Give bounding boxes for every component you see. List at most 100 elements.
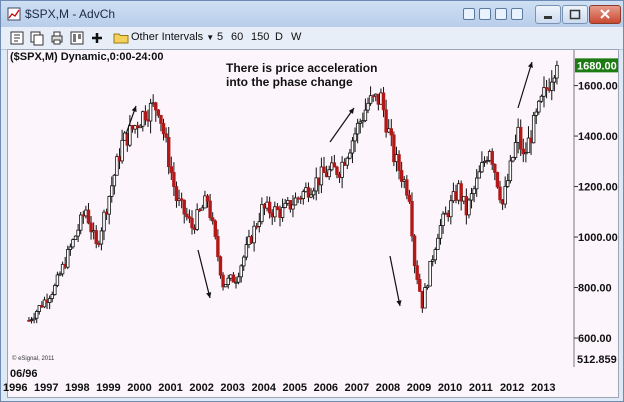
- candle-body: [467, 199, 471, 216]
- candle-body: [252, 225, 256, 244]
- candle-body: [267, 201, 272, 214]
- last-price-badge: [575, 58, 618, 73]
- candle-body: [526, 137, 531, 154]
- candle-body: [73, 235, 78, 241]
- template-icon[interactable]: [69, 30, 85, 46]
- print-icon[interactable]: [49, 30, 65, 46]
- close-icon: [600, 9, 610, 19]
- candle-body: [539, 95, 544, 102]
- x-tick-label: 2000: [127, 382, 152, 394]
- candle-body: [58, 273, 62, 276]
- bottom-price-label: 512.859: [577, 354, 617, 366]
- candle-body: [327, 169, 331, 178]
- x-tick-label: 1999: [96, 382, 121, 394]
- candle-body: [322, 166, 326, 173]
- candle-body: [345, 157, 349, 166]
- candle-body: [480, 162, 484, 173]
- candle-body: [60, 263, 65, 275]
- interval-button-150[interactable]: 150: [251, 31, 270, 43]
- info-icon[interactable]: [511, 8, 523, 20]
- candle-body: [71, 239, 75, 248]
- candle-body: [234, 281, 238, 284]
- x-tick-label: 1996: [3, 382, 28, 394]
- interval-button-60[interactable]: 60: [231, 31, 244, 43]
- arrow-up-2013-head: [527, 62, 533, 68]
- candle-body: [544, 87, 549, 90]
- y-tick-label: 600.00: [578, 333, 612, 345]
- plus-icon[interactable]: [89, 30, 105, 46]
- candle-body: [203, 195, 207, 209]
- folder-icon[interactable]: [113, 30, 129, 46]
- candle-body: [244, 244, 249, 258]
- candle-body: [35, 311, 39, 319]
- candle-body: [384, 109, 388, 133]
- candle-body: [472, 188, 476, 195]
- candle-body: [368, 95, 373, 104]
- candle-body: [311, 190, 316, 196]
- title-bar[interactable]: $SPX,M - AdvCh: [1, 1, 623, 27]
- candle-body: [239, 265, 243, 278]
- candle-body: [231, 274, 236, 283]
- candle-body: [115, 156, 119, 176]
- candle-body: [542, 87, 546, 97]
- candle-body: [423, 287, 427, 309]
- candle-body: [182, 199, 186, 215]
- candle-body: [531, 115, 536, 144]
- close-button[interactable]: [589, 5, 621, 24]
- candle-body: [389, 128, 393, 136]
- candle-body: [275, 206, 280, 210]
- candle-body: [410, 200, 414, 237]
- candle-body: [306, 187, 311, 198]
- x-tick-label: 2002: [189, 382, 214, 394]
- candle-body: [363, 109, 368, 122]
- candle-body: [524, 152, 528, 155]
- chart-properties-icon[interactable]: [9, 30, 25, 46]
- candle-body: [407, 194, 412, 202]
- candle-body: [438, 225, 443, 239]
- link-icon[interactable]: [479, 8, 491, 20]
- candle-body: [221, 274, 225, 288]
- copy-icon[interactable]: [29, 30, 45, 46]
- candle-body: [340, 161, 344, 178]
- y-tick-label: 800.00: [578, 283, 612, 295]
- other-intervals-dropdown[interactable]: Other Intervals ▼: [131, 31, 214, 43]
- annotation-line-1: There is price acceleration: [226, 61, 378, 75]
- candle-body: [358, 121, 362, 124]
- maximize-button[interactable]: [562, 5, 588, 24]
- x-tick-label: 2012: [499, 382, 525, 394]
- x-tick-label: 2008: [375, 382, 401, 394]
- x-tick-label: 2007: [344, 382, 370, 394]
- minimize-button[interactable]: [535, 5, 561, 24]
- candle-body: [550, 81, 554, 91]
- bottom-price-box: [575, 352, 618, 366]
- window-title: $SPX,M - AdvCh: [25, 7, 116, 21]
- candle-body: [431, 259, 435, 262]
- interval-button-5[interactable]: 5: [217, 31, 224, 43]
- candle-body: [534, 111, 538, 116]
- chart-title: ($SPX,M) Dynamic,0:00-24:00: [10, 51, 164, 63]
- candle-body: [366, 102, 370, 111]
- candle-body: [555, 64, 559, 79]
- candle-body: [216, 236, 220, 258]
- candle-body: [291, 204, 295, 210]
- candle-body: [415, 265, 419, 280]
- candle-body: [159, 114, 163, 124]
- candle-body: [485, 160, 489, 162]
- candle-body: [86, 209, 91, 224]
- candle-body: [226, 277, 230, 285]
- candle-body: [200, 207, 205, 211]
- y-tick-label: 1200.00: [578, 182, 618, 194]
- interval-button-w[interactable]: W: [291, 31, 302, 43]
- x-tick-label: 2006: [313, 382, 339, 394]
- x-tick-label: 2001: [158, 382, 183, 394]
- interval-button-d[interactable]: D: [275, 31, 283, 43]
- candle-body: [29, 319, 34, 322]
- candle-body: [37, 305, 41, 312]
- candle-body: [102, 211, 106, 232]
- price-chart[interactable]: 1600.00 1400.00 1200.00 1000.00 800.00 600.00…: [7, 49, 619, 369]
- candle-body: [94, 230, 98, 244]
- candle-body: [399, 170, 404, 182]
- grid-icon[interactable]: [463, 8, 475, 20]
- candle-body: [120, 139, 124, 162]
- lock-icon[interactable]: [495, 8, 507, 20]
